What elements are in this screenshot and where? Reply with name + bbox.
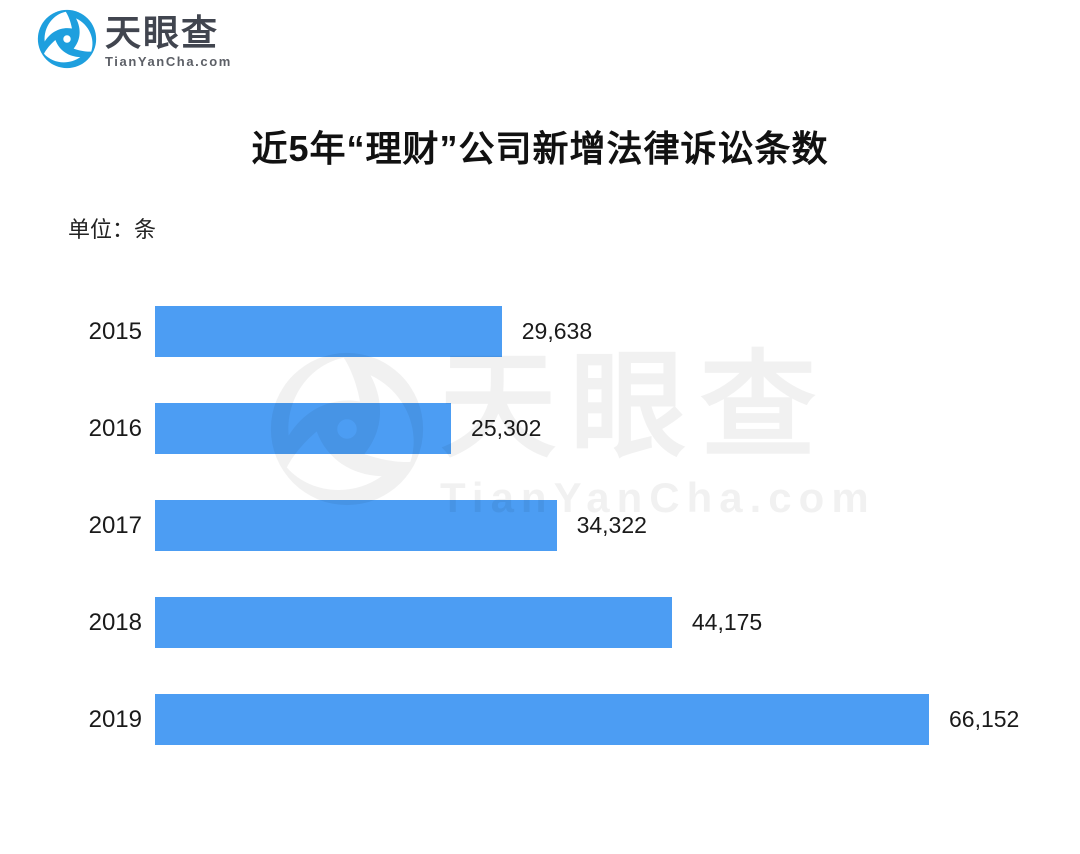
chart-row-2019: 2019 66,152 [0,694,1080,745]
bar-track-2019: 66,152 [155,694,1080,745]
bar-track-2018: 44,175 [155,597,1080,648]
bar-track-2017: 34,322 [155,500,1080,551]
bar-chart: 2015 29,638 2016 25,302 2017 34,322 2018 [0,306,1080,791]
bar-2019 [155,694,929,745]
category-label-2016: 2016 [88,415,142,442]
bar-2018 [155,597,672,648]
unit-label: 单位：条 [68,217,157,242]
value-label-2016: 25,302 [471,415,542,441]
tianyancha-logo: 天眼查 TianYanCha.com [36,8,232,70]
logo-brand-name: 天眼查 [105,12,220,53]
chart-row-2016: 2016 25,302 [0,403,1080,454]
value-label-2018: 44,175 [691,609,763,635]
chart-row-2018: 2018 44,175 [0,597,1080,648]
logo-text-block: 天眼查 TianYanCha.com [105,8,232,69]
chart-row-2015: 2015 29,638 [0,306,1080,357]
bar-track-2015: 29,638 [155,306,1080,357]
category-label-2017: 2017 [88,512,142,539]
value-label-2015: 29,638 [521,318,593,344]
tianyancha-eye-icon [36,8,98,70]
bar-2016 [155,403,452,454]
category-label-2018: 2018 [88,609,142,636]
value-label-2019: 66,152 [949,706,1020,732]
chart-title: 近5年“理财”公司新增法律诉讼条数 [251,128,829,169]
chart-row-2017: 2017 34,322 [0,500,1080,551]
category-label-2015: 2015 [88,318,142,345]
bar-track-2016: 25,302 [155,403,1080,454]
bar-2017 [155,500,557,551]
category-label-2019: 2019 [88,706,142,733]
value-label-2017: 34,322 [576,512,647,538]
logo-domain-text: TianYanCha.com [105,53,232,69]
bar-2015 [155,306,502,357]
